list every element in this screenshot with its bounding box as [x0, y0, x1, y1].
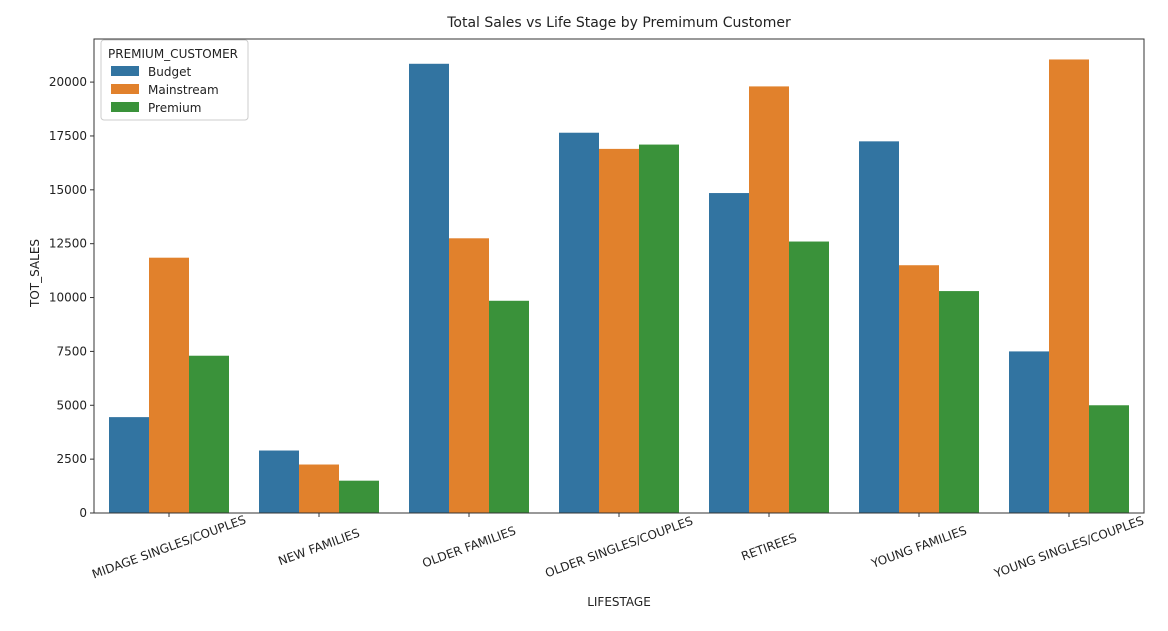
x-tick-label: NEW FAMILIES: [276, 526, 361, 568]
bar-budget-6: [1009, 351, 1049, 513]
y-tick-label: 20000: [49, 75, 87, 89]
bar-mainstream-4: [749, 86, 789, 514]
bar-mainstream-2: [449, 238, 489, 514]
x-axis-ticks: MIDAGE SINGLES/COUPLES NEW FAMILIES OLDER …: [90, 513, 1146, 582]
bars-layer: [109, 59, 1129, 514]
bar-mainstream-5: [899, 265, 939, 513]
bar-budget-0: [109, 417, 149, 513]
bar-budget-1: [259, 450, 299, 513]
bar-budget-5: [859, 141, 899, 513]
chart-title: Total Sales vs Life Stage by Premimum Cu…: [446, 15, 791, 31]
bar-mainstream-1: [299, 464, 339, 513]
y-tick-label: 10000: [49, 291, 87, 305]
legend-label-premium: Premium: [148, 101, 201, 115]
y-axis-ticks: 0 2500 5000 7500 10000 12500 15000 17500 20000: [49, 75, 94, 520]
bar-premium-5: [939, 291, 979, 513]
x-axis-label: LIFESTAGE: [587, 595, 651, 609]
y-axis-label: TOT_SALES: [28, 239, 42, 308]
bar-mainstream-6: [1049, 59, 1089, 513]
bar-budget-2: [409, 63, 449, 513]
bar-mainstream-0: [149, 257, 189, 513]
y-tick-label: 15000: [49, 183, 87, 197]
x-tick-label: YOUNG SINGLES/COUPLES: [991, 513, 1145, 581]
legend-box: [100, 39, 249, 121]
legend: PREMIUM_CUSTOMER Budget Mainstream Premium: [100, 39, 249, 121]
legend-swatch-mainstream: [111, 84, 139, 94]
legend-label-mainstream: Mainstream: [148, 83, 219, 97]
y-tick-label: 2500: [56, 452, 87, 466]
legend-items: Budget Mainstream Premium: [111, 65, 219, 115]
y-tick-label: 5000: [56, 398, 87, 412]
legend-title: PREMIUM_CUSTOMER: [108, 47, 238, 61]
bar-premium-0: [189, 355, 229, 513]
bar-premium-3: [639, 144, 679, 513]
legend-label-budget: Budget: [148, 65, 191, 79]
bar-budget-4: [709, 193, 749, 514]
y-tick-label: 0: [79, 506, 87, 520]
y-tick-label: 12500: [49, 237, 87, 251]
bar-premium-1: [339, 480, 379, 513]
y-tick-label: 17500: [49, 129, 87, 143]
bar-premium-4: [789, 241, 829, 513]
x-tick-label: RETIREES: [739, 531, 798, 564]
y-tick-label: 7500: [56, 344, 87, 358]
bar-premium-6: [1089, 405, 1129, 513]
legend-swatch-premium: [111, 102, 139, 112]
x-tick-label: OLDER FAMILIES: [420, 524, 517, 571]
bar-budget-3: [559, 132, 599, 513]
x-tick-label: OLDER SINGLES/COUPLES: [543, 514, 695, 581]
bar-mainstream-3: [599, 148, 639, 513]
bar-premium-2: [489, 300, 529, 513]
legend-swatch-budget: [111, 66, 139, 76]
x-tick-label: YOUNG FAMILIES: [869, 523, 969, 571]
x-tick-label: MIDAGE SINGLES/COUPLES: [90, 513, 248, 582]
